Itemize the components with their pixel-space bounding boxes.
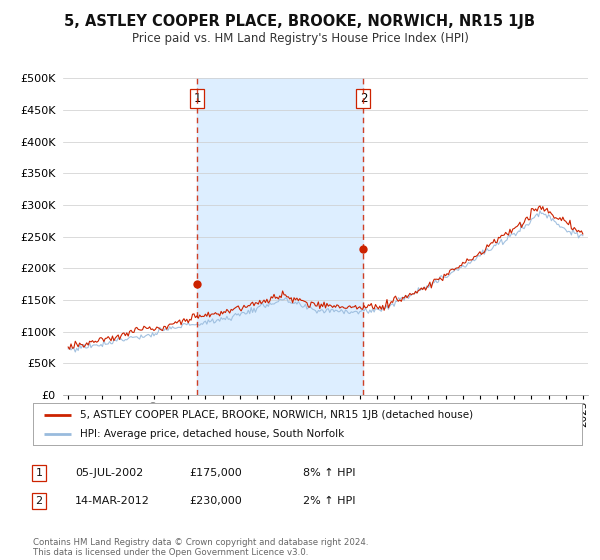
Text: 8% ↑ HPI: 8% ↑ HPI <box>303 468 355 478</box>
Bar <box>197 78 364 395</box>
Text: 2: 2 <box>359 92 367 105</box>
Text: £175,000: £175,000 <box>189 468 242 478</box>
Text: 1: 1 <box>35 468 43 478</box>
Text: 05-JUL-2002: 05-JUL-2002 <box>75 468 143 478</box>
Text: £230,000: £230,000 <box>189 496 242 506</box>
Text: 2% ↑ HPI: 2% ↑ HPI <box>303 496 355 506</box>
Text: 1: 1 <box>193 92 201 105</box>
Text: Price paid vs. HM Land Registry's House Price Index (HPI): Price paid vs. HM Land Registry's House … <box>131 32 469 45</box>
Text: HPI: Average price, detached house, South Norfolk: HPI: Average price, detached house, Sout… <box>80 429 344 439</box>
Text: 5, ASTLEY COOPER PLACE, BROOKE, NORWICH, NR15 1JB (detached house): 5, ASTLEY COOPER PLACE, BROOKE, NORWICH,… <box>80 409 473 419</box>
Text: 14-MAR-2012: 14-MAR-2012 <box>75 496 150 506</box>
Text: 2: 2 <box>35 496 43 506</box>
Text: Contains HM Land Registry data © Crown copyright and database right 2024.
This d: Contains HM Land Registry data © Crown c… <box>33 538 368 557</box>
Text: 5, ASTLEY COOPER PLACE, BROOKE, NORWICH, NR15 1JB: 5, ASTLEY COOPER PLACE, BROOKE, NORWICH,… <box>65 14 536 29</box>
